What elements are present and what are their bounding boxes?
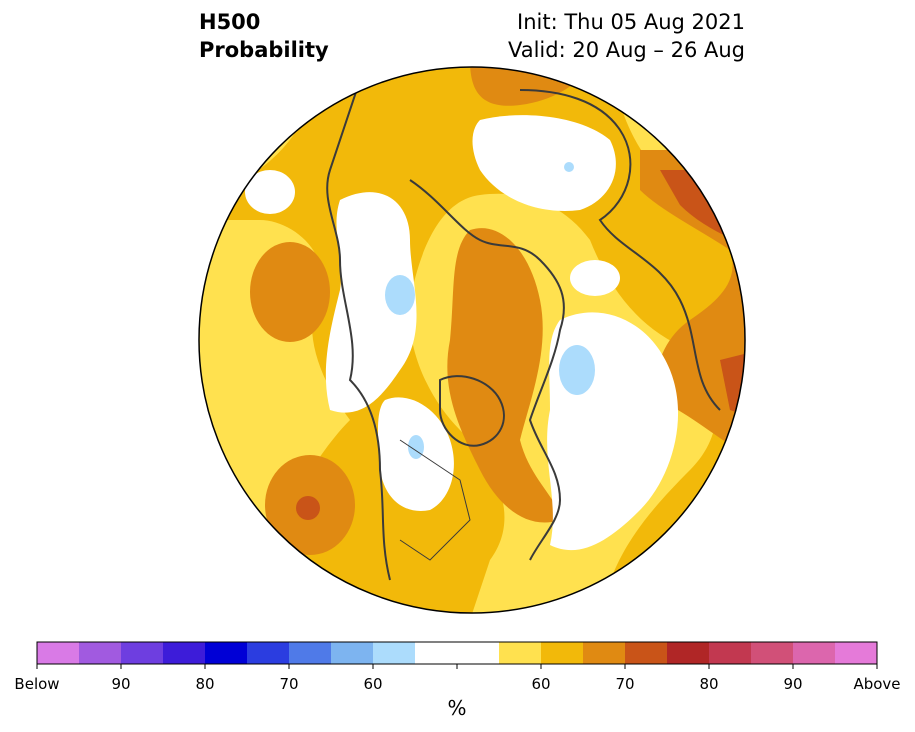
colorbar-bin [205, 642, 248, 664]
field-neutral-west [325, 192, 417, 413]
colorbar-bin [751, 642, 794, 664]
colorbar-bin [541, 642, 584, 664]
colorbar-bin [625, 642, 668, 664]
coastline-center [409, 179, 565, 561]
title-variable: H500 [199, 10, 261, 34]
colorbar-bin [583, 642, 626, 664]
probability-field [199, 67, 745, 613]
colorbar-tick-label: 90 [783, 675, 803, 693]
colorbar-bin [415, 642, 458, 664]
map-subtitle: Init: Thu 05 Aug 2021 Valid: 20 Aug – 26… [508, 8, 745, 64]
colorbar-bin [289, 642, 332, 664]
valid-range: Valid: 20 Aug – 26 Aug [507, 38, 745, 62]
colorbar-bin [499, 642, 542, 664]
field-neutral-europe [570, 260, 620, 296]
colorbar-tick-label: 90 [111, 675, 131, 693]
borders-north-america [399, 439, 471, 561]
coastlines [326, 79, 721, 581]
field-below-east [559, 345, 595, 395]
colorbar-bin [163, 642, 206, 664]
map-title: H500 Probability [199, 8, 329, 64]
colorbar-bin [247, 642, 290, 664]
colorbar-unit: % [447, 696, 467, 720]
colorbar-bin [79, 642, 122, 664]
init-date: Init: Thu 05 Aug 2021 [517, 10, 745, 34]
colorbar-bin [835, 642, 878, 664]
field-below-west [385, 275, 415, 315]
colorbar-tick-label: 80 [699, 675, 719, 693]
colorbar [36, 641, 878, 669]
field-70-east [720, 350, 745, 420]
colorbar-bin [331, 642, 374, 664]
field-70-southwest [296, 496, 320, 520]
colorbar-tick-label: 60 [531, 675, 551, 693]
coastline-east [519, 89, 721, 411]
field-neutral-northwest [245, 170, 295, 214]
colorbar-tick-label: 80 [195, 675, 215, 693]
title-type: Probability [199, 38, 329, 62]
colorbar-tick-label: Below [14, 675, 60, 693]
colorbar-bin [457, 642, 500, 664]
field-neutral-north [472, 115, 616, 211]
colorbar-ticks [36, 664, 878, 669]
map-boundary [198, 66, 746, 614]
polar-probability-map [198, 66, 746, 614]
field-65-west [250, 242, 330, 342]
colorbar-bin [373, 642, 416, 664]
colorbar-tick-label: 70 [279, 675, 299, 693]
coastline-canada-islands [439, 375, 505, 447]
colorbar-bins [37, 642, 878, 664]
field-below-north [564, 162, 574, 172]
colorbar-bin [793, 642, 836, 664]
colorbar-bin [667, 642, 710, 664]
colorbar-tick-label: 70 [615, 675, 635, 693]
coastline-west [326, 79, 391, 581]
colorbar-tick-label: Above [853, 675, 901, 693]
field-65-center [447, 228, 560, 523]
colorbar-tick-label: 60 [363, 675, 383, 693]
colorbar-bin [121, 642, 164, 664]
colorbar-bin [709, 642, 752, 664]
colorbar-bin [37, 642, 80, 664]
